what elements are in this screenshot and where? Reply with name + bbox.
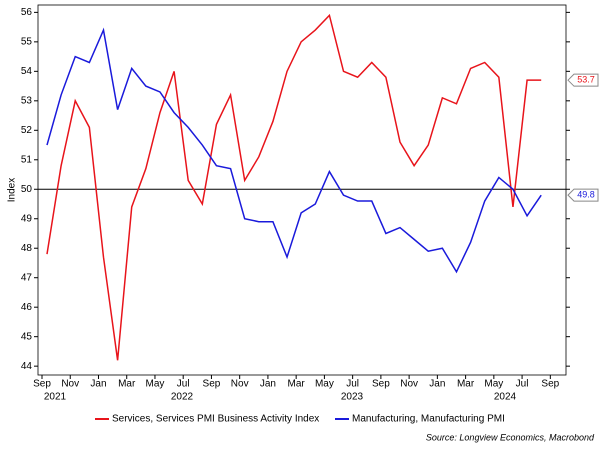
x-tick-label: Jan [429,379,445,390]
y-tick-label: 44 [21,361,33,372]
series-line [46,27,542,274]
x-tick-label: Sep [33,379,51,390]
x-tick-label: May [315,379,334,390]
y-tick-label: 56 [21,7,33,18]
y-tick-label: 49 [21,213,33,224]
end-label: 53.7 [577,75,595,85]
x-year-label: 2024 [494,392,517,403]
x-tick-label: Nov [61,379,79,390]
x-tick-label: Mar [457,379,475,390]
y-tick-label: 52 [21,125,33,136]
y-tick-label: 50 [21,184,33,195]
y-tick-label: 54 [21,66,33,77]
y-tick-label: 46 [21,302,33,313]
y-tick-label: 51 [21,154,33,165]
plot-area [37,4,567,376]
end-label-box [567,188,599,202]
x-tick-label: May [146,379,165,390]
end-label-box [567,73,599,87]
x-year-label: 2023 [341,392,364,403]
x-tick-label: Jan [260,379,276,390]
y-tick-label: 45 [21,331,33,342]
y-axis-label: Index [7,178,18,202]
y-tick-label: 48 [21,243,33,254]
x-tick-label: Nov [400,379,418,390]
series-line [46,13,542,361]
x-tick-label: Nov [231,379,249,390]
y-tick-label: 53 [21,95,33,106]
x-tick-label: Jul [346,379,359,390]
y-tick-label: 55 [21,36,33,47]
x-tick-label: Jul [516,379,529,390]
x-tick-label: Jul [177,379,190,390]
x-year-label: 2021 [44,392,67,403]
legend-label: Services, Services PMI Business Activity… [112,414,319,425]
x-year-label: 2022 [171,392,194,403]
x-tick-label: Sep [541,379,559,390]
legend-label: Manufacturing, Manufacturing PMI [352,414,505,425]
x-tick-label: Sep [203,379,221,390]
x-tick-label: Sep [372,379,390,390]
x-tick-label: Mar [118,379,136,390]
x-tick-label: Mar [288,379,306,390]
source: Source: Longview Economics, Macrobond [426,432,595,442]
end-label: 49.8 [577,190,595,200]
x-tick-label: Jan [90,379,106,390]
y-tick-label: 47 [21,272,33,283]
x-tick-label: May [484,379,503,390]
